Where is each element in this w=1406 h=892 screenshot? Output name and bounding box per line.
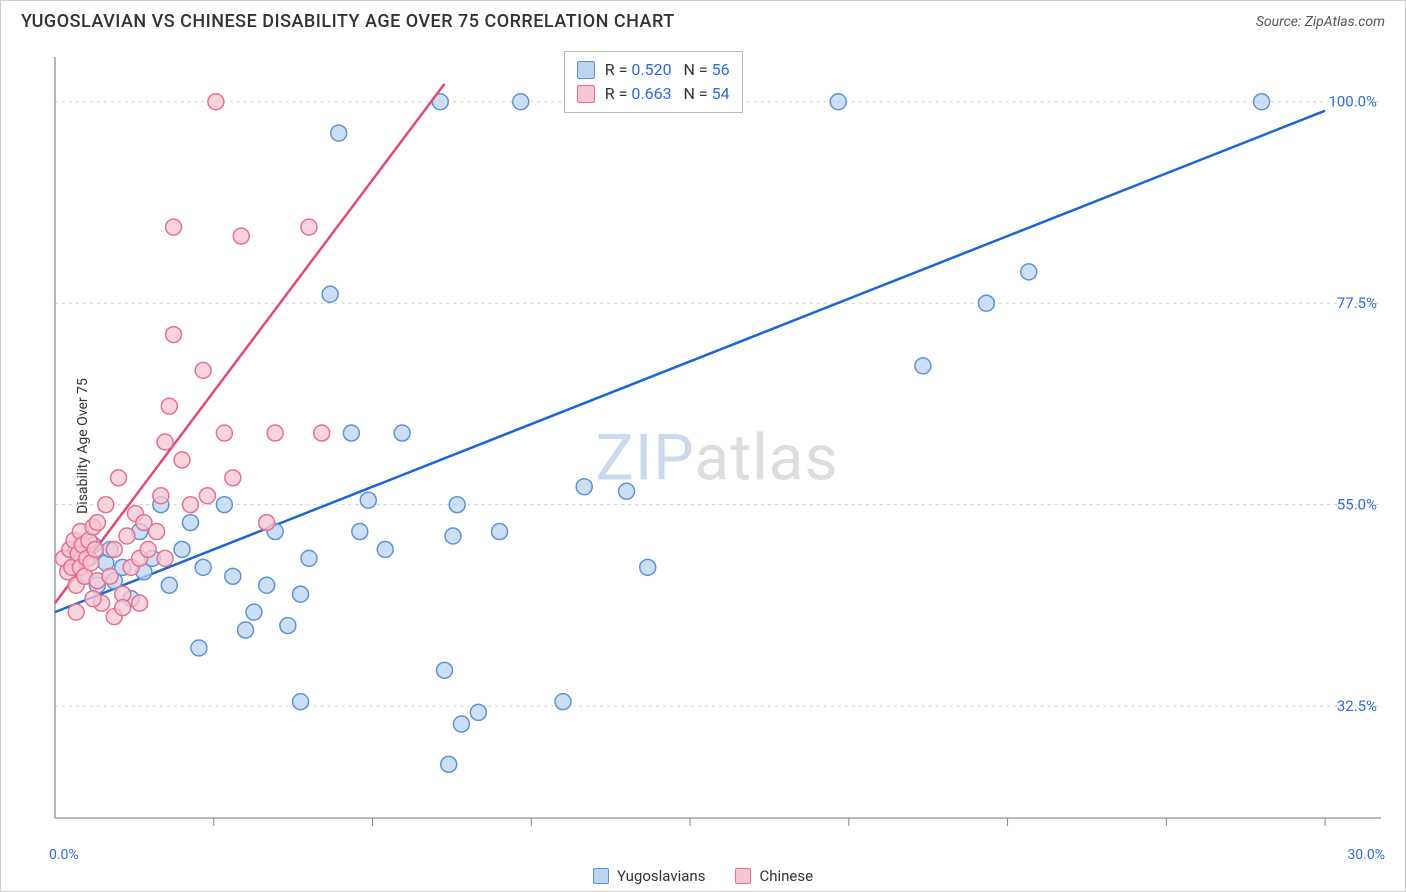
source-attribution: Source: ZipAtlas.com: [1256, 14, 1385, 30]
chart-title: YUGOSLAVIAN VS CHINESE DISABILITY AGE OV…: [21, 11, 675, 32]
correlation-legend-box: R = 0.520 N = 56R = 0.663 N = 54: [564, 51, 743, 113]
r-label: R = 0.663 N = 54: [605, 82, 730, 106]
source-label: Source:: [1256, 14, 1301, 30]
r-label: R = 0.520 N = 56: [605, 58, 730, 82]
source-value: ZipAtlas.com: [1305, 14, 1385, 30]
bottom-legend: Yugoslavians Chinese: [1, 867, 1405, 885]
x-axis-origin-label: 0.0%: [49, 847, 79, 863]
legend-label: Yugoslavians: [617, 867, 706, 885]
x-axis-max-label: 30.0%: [1347, 847, 1385, 863]
svg-text:32.5%: 32.5%: [1337, 697, 1377, 715]
legend-swatch: [593, 868, 609, 884]
correlation-row: R = 0.663 N = 54: [577, 82, 730, 106]
legend-swatch: [735, 868, 751, 884]
series-swatch: [577, 61, 595, 79]
plot-area: 32.5%55.0%77.5%100.0% ZIPatlas R = 0.520…: [49, 49, 1385, 836]
svg-text:100.0%: 100.0%: [1328, 93, 1377, 111]
scatter-plot-svg: 32.5% 55.0% 77.5% 100.0%: [49, 49, 1385, 836]
legend-label: Chinese: [759, 867, 813, 885]
svg-text:77.5%: 77.5%: [1337, 294, 1377, 312]
series-swatch: [577, 85, 595, 103]
chart-header: YUGOSLAVIAN VS CHINESE DISABILITY AGE OV…: [1, 1, 1405, 37]
chart-container: YUGOSLAVIAN VS CHINESE DISABILITY AGE OV…: [0, 0, 1406, 892]
correlation-row: R = 0.520 N = 56: [577, 58, 730, 82]
svg-text:55.0%: 55.0%: [1337, 496, 1377, 514]
legend-item: Yugoslavians: [593, 867, 706, 885]
legend-item: Chinese: [735, 867, 813, 885]
